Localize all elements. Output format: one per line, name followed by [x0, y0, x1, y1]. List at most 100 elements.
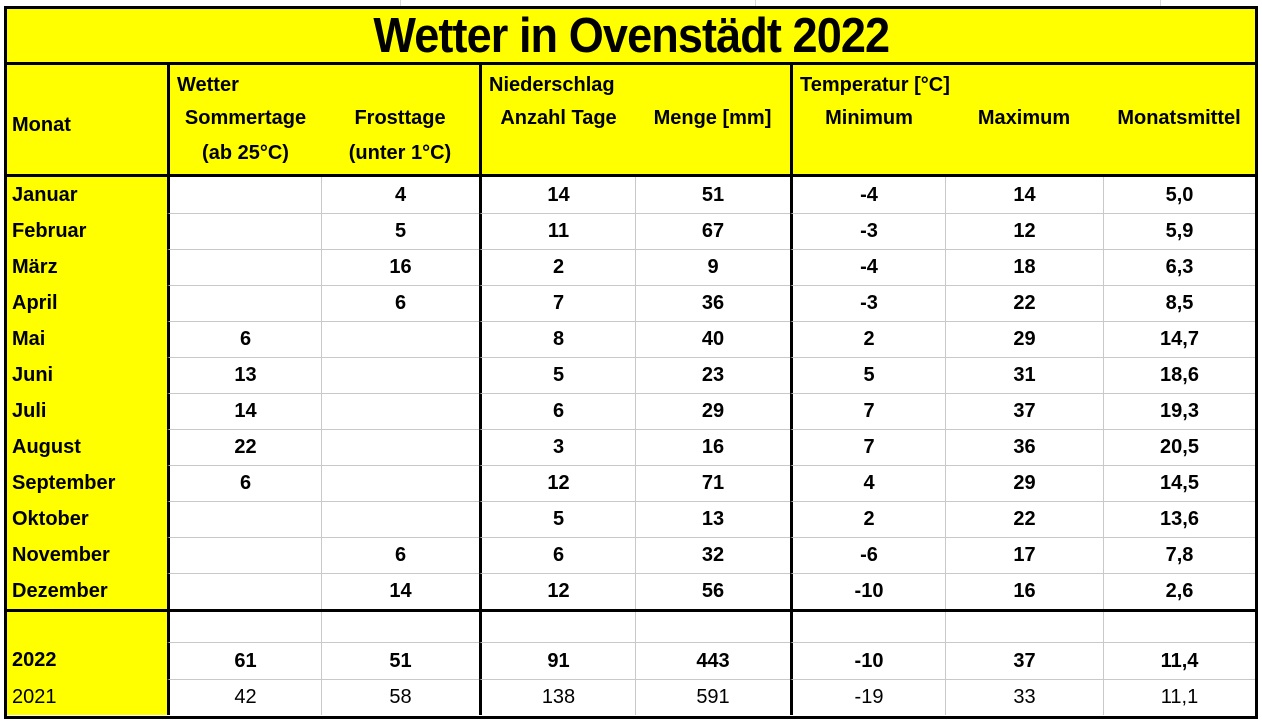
- table-title-row: Wetter in Ovenstädt 2022: [7, 9, 1255, 65]
- excel-gridline-tick: [1160, 0, 1161, 7]
- cell-anzahl_tage: 6: [479, 393, 635, 429]
- section-divider: [7, 609, 1255, 612]
- cell-monatsmittel: 11,1: [1103, 679, 1255, 715]
- col-header-frosttage: Frosttage: [354, 107, 446, 129]
- col-header-menge-mm: Menge [mm]: [653, 107, 772, 129]
- cell-sommertage: [167, 177, 321, 213]
- cell-sommertage: [167, 249, 321, 285]
- col-header-minimum: Minimum: [825, 107, 913, 129]
- cell-monat: Januar: [7, 177, 167, 213]
- cell-frosttage: [321, 321, 479, 357]
- summary-row-2021: 2021 42 58 138 591 -19 33 11,1: [7, 679, 1255, 715]
- cell-frosttage: 6: [321, 537, 479, 573]
- cell-frosttage: 5: [321, 213, 479, 249]
- summary-rows-section: 2022 61 51 91 443 -10 37 11,4 2021 42 58 138 591 -19 3…: [7, 612, 1255, 715]
- cell-menge: 32: [635, 537, 790, 573]
- cell-monat: Juni: [7, 357, 167, 393]
- cell-monatsmittel: 11,4: [1103, 642, 1255, 679]
- cell-sommertage: 61: [167, 642, 321, 679]
- cell-menge: 36: [635, 285, 790, 321]
- spacer-row: [7, 612, 1255, 642]
- cell-frosttage: 58: [321, 679, 479, 715]
- cell-menge: 443: [635, 642, 790, 679]
- cell-sommertage: 6: [167, 465, 321, 501]
- cell-sommertage: [167, 537, 321, 573]
- col-header-sommertage: Sommertage: [184, 107, 307, 129]
- table-row: April 6 7 36 -3 22 8,5: [7, 285, 1255, 321]
- cell-menge: 40: [635, 321, 790, 357]
- excel-gridline-tick: [755, 0, 756, 7]
- header-col-labels: Anzahl Tage Menge [mm]: [482, 98, 790, 138]
- cell-frosttage: [321, 465, 479, 501]
- cell-anzahl_tage: 14: [479, 177, 635, 213]
- table-header: Monat Wetter Sommertage Frosttage (ab 25…: [7, 65, 1255, 177]
- table-row: Juli 14 6 29 7 37 19,3: [7, 393, 1255, 429]
- cell-monatsmittel: 19,3: [1103, 393, 1255, 429]
- cell-anzahl_tage: [479, 612, 635, 642]
- page-title: Wetter in Ovenstädt 2022: [373, 8, 890, 63]
- cell-monatsmittel: 2,6: [1103, 573, 1255, 609]
- cell-maximum: 14: [945, 177, 1103, 213]
- cell-monat: März: [7, 249, 167, 285]
- cell-anzahl_tage: 3: [479, 429, 635, 465]
- excel-gridline-tick: [400, 0, 401, 7]
- cell-frosttage: 4: [321, 177, 479, 213]
- cell-anzahl_tage: 11: [479, 213, 635, 249]
- cell-anzahl_tage: 5: [479, 357, 635, 393]
- cell-menge: 591: [635, 679, 790, 715]
- cell-menge: 51: [635, 177, 790, 213]
- cell-sommertage: [167, 213, 321, 249]
- cell-monatsmittel: 8,5: [1103, 285, 1255, 321]
- cell-anzahl_tage: 6: [479, 537, 635, 573]
- cell-maximum: 31: [945, 357, 1103, 393]
- summary-row-2022: 2022 61 51 91 443 -10 37 11,4: [7, 642, 1255, 679]
- table-row: November 6 6 32 -6 17 7,8: [7, 537, 1255, 573]
- cell-monat: Oktober: [7, 501, 167, 537]
- cell-minimum: 2: [790, 321, 945, 357]
- cell-minimum: -6: [790, 537, 945, 573]
- cell-frosttage: [321, 612, 479, 642]
- table-row: März 16 2 9 -4 18 6,3: [7, 249, 1255, 285]
- table-row: August 22 3 16 7 36 20,5: [7, 429, 1255, 465]
- cell-sommertage: 13: [167, 357, 321, 393]
- cell-anzahl_tage: 12: [479, 573, 635, 609]
- cell-monat: April: [7, 285, 167, 321]
- cell-sommertage: 42: [167, 679, 321, 715]
- header-col-labels: Minimum Maximum Monatsmittel: [793, 98, 1255, 138]
- cell-maximum: 22: [945, 285, 1103, 321]
- col-header-monatsmittel: Monatsmittel: [1117, 107, 1241, 129]
- col-header-monat: Monat: [12, 114, 71, 136]
- cell-maximum: 29: [945, 321, 1103, 357]
- cell-maximum: 16: [945, 573, 1103, 609]
- cell-maximum: 12: [945, 213, 1103, 249]
- cell-minimum: 7: [790, 393, 945, 429]
- cell-menge: 16: [635, 429, 790, 465]
- col-header-maximum: Maximum: [977, 107, 1071, 129]
- cell-anzahl_tage: 5: [479, 501, 635, 537]
- cell-minimum: 4: [790, 465, 945, 501]
- cell-minimum: -10: [790, 642, 945, 679]
- cell-frosttage: [321, 393, 479, 429]
- cell-maximum: 37: [945, 642, 1103, 679]
- cell-monatsmittel: 5,9: [1103, 213, 1255, 249]
- cell-maximum: 29: [945, 465, 1103, 501]
- cell-minimum: 5: [790, 357, 945, 393]
- cell-monat: Juli: [7, 393, 167, 429]
- cell-menge: 13: [635, 501, 790, 537]
- cell-minimum: 7: [790, 429, 945, 465]
- header-col-labels: Sommertage Frosttage: [170, 98, 479, 138]
- cell-anzahl_tage: 91: [479, 642, 635, 679]
- cell-monatsmittel: 6,3: [1103, 249, 1255, 285]
- cell-monat: Februar: [7, 213, 167, 249]
- cell-maximum: [945, 612, 1103, 642]
- cell-menge: 71: [635, 465, 790, 501]
- cell-monat: Mai: [7, 321, 167, 357]
- cell-maximum: 18: [945, 249, 1103, 285]
- group-label-niederschlag: Niederschlag: [489, 74, 615, 96]
- cell-sommertage: 14: [167, 393, 321, 429]
- cell-monat: 2022: [7, 642, 167, 679]
- cell-sommertage: 22: [167, 429, 321, 465]
- cell-monatsmittel: 18,6: [1103, 357, 1255, 393]
- group-label-wetter: Wetter: [177, 74, 239, 96]
- table-row: Dezember 14 12 56 -10 16 2,6: [7, 573, 1255, 609]
